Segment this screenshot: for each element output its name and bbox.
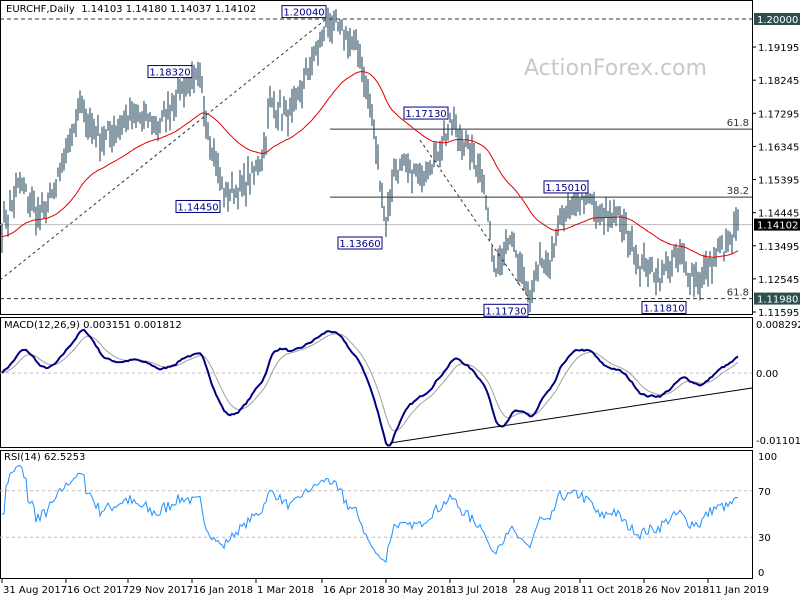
macd-title: MACD(12,26,9) 0.003151 0.001812 <box>4 320 182 331</box>
price-box <box>754 13 800 25</box>
price-annotation-box <box>175 199 221 213</box>
price-annotation-box <box>337 236 383 250</box>
price-annotation-box <box>281 5 327 19</box>
fib-label: 61.8 <box>727 288 749 299</box>
price-annotation-box <box>147 65 193 79</box>
date-tick-label: 30 May 2018 <box>387 585 452 596</box>
macd-tick-label: 0.00 <box>756 369 778 380</box>
price-tick-label: 1.15395 <box>758 176 799 187</box>
fib-label: 61.8 <box>727 118 749 129</box>
price-annotation: 1.15010 <box>545 183 586 194</box>
trend-line-dashed <box>0 19 326 281</box>
price-tick-label: 1.16345 <box>758 142 799 153</box>
price-annotation-box <box>543 180 589 194</box>
date-tick-label: 11 Jan 2019 <box>709 585 769 596</box>
price-tick-label: 1.14445 <box>758 209 799 220</box>
price-tick-label: 1.18245 <box>758 76 799 87</box>
rsi-tick-label: 100 <box>758 452 777 463</box>
macd-tick-label: 0.008292 <box>756 320 800 331</box>
price-annotation-box <box>483 303 529 317</box>
price-box <box>754 218 800 231</box>
rsi-line <box>2 465 739 564</box>
price-tick-label: 1.17295 <box>758 109 799 120</box>
price-tick-label: 1.13495 <box>758 242 799 253</box>
rsi-tick-label: 30 <box>758 533 771 544</box>
date-tick-label: 31 Aug 2017 <box>3 585 67 596</box>
rsi-tick-label: 70 <box>758 487 771 498</box>
rsi-panel-frame <box>0 450 753 579</box>
price-tick-label: 1.12545 <box>758 275 799 286</box>
price-annotation: 1.13660 <box>339 239 380 250</box>
macd-trend-line <box>389 387 753 444</box>
price-annotation: 1.11810 <box>643 304 684 315</box>
date-tick-label: 26 Nov 2018 <box>645 585 709 596</box>
price-annotation: 1.17130 <box>405 109 446 120</box>
date-tick-label: 1 Mar 2018 <box>257 585 314 596</box>
price-annotation: 1.14450 <box>177 202 218 213</box>
ohlc-values: 1.14103 1.14180 1.14037 1.14102 <box>81 4 257 15</box>
price-tick-label: 1.19195 <box>758 43 799 54</box>
date-tick-label: 28 Aug 2018 <box>515 585 579 596</box>
macd-line <box>1 328 739 447</box>
price-box-label: 1.11980 <box>757 295 798 306</box>
date-tick-label: 16 Oct 2017 <box>67 585 129 596</box>
price-tick-label: 1.11595 <box>758 308 799 319</box>
fib-label: 38.2 <box>727 186 749 197</box>
macd-panel-frame <box>0 317 753 448</box>
price-annotation: 1.18320 <box>149 68 190 79</box>
price-panel-frame <box>0 0 753 315</box>
rsi-tick-label: 0 <box>758 568 764 579</box>
date-tick-label: 11 Oct 2018 <box>581 585 643 596</box>
macd-signal-line <box>1 333 739 432</box>
date-tick-label: 13 Jul 2018 <box>451 585 508 596</box>
price-annotation: 1.11730 <box>485 306 526 317</box>
trend-line-dashed <box>419 139 531 301</box>
symbol-label: EURCHF,Daily <box>6 4 75 15</box>
price-box <box>754 292 800 305</box>
watermark: ActionForex.com <box>524 56 707 81</box>
rsi-title: RSI(14) 62.5253 <box>4 452 86 463</box>
price-annotation-box <box>641 301 687 315</box>
chart-title: EURCHF,Daily 1.14103 1.14180 1.14037 1.1… <box>6 4 257 15</box>
price-annotation-box <box>403 106 449 120</box>
date-tick-label: 16 Apr 2018 <box>323 585 385 596</box>
macd-tick-label: -0.011015 <box>756 436 800 447</box>
price-annotation: 1.20040 <box>283 8 324 19</box>
price-box-label: 1.14102 <box>757 221 798 232</box>
price-box-label: 1.20000 <box>757 15 798 26</box>
date-tick-label: 29 Nov 2017 <box>129 585 193 596</box>
moving-average-line <box>1 71 739 258</box>
date-tick-label: 16 Jan 2018 <box>193 585 253 596</box>
